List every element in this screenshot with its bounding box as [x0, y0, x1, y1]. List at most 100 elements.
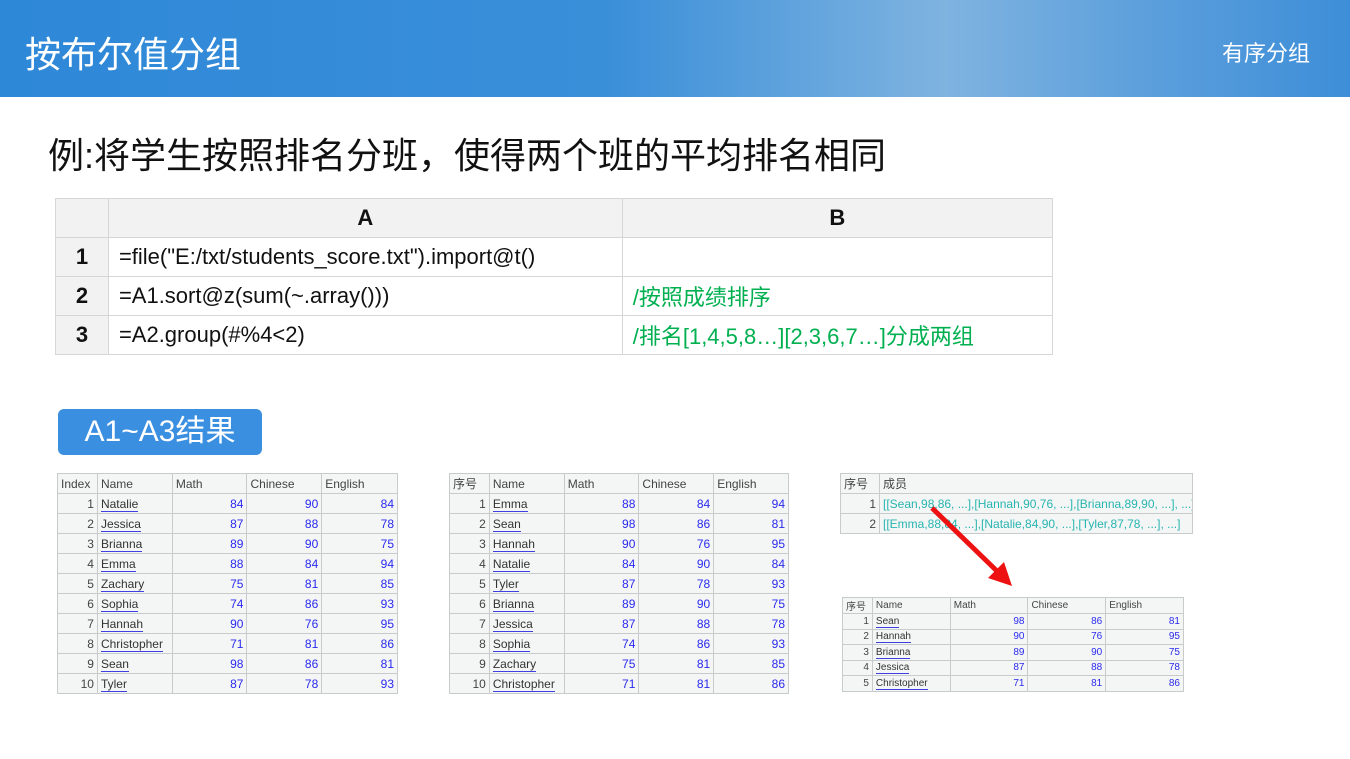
- table-row: 1 Sean 98 86 81: [842, 613, 1184, 630]
- cell: 93: [321, 673, 398, 694]
- name-link[interactable]: Natalie: [100, 496, 139, 512]
- name-link[interactable]: Christopher: [492, 676, 555, 692]
- name-link[interactable]: Tyler: [492, 576, 519, 592]
- table-row: 2 Jessica 87 88 78: [57, 513, 398, 534]
- row-index: 2: [840, 513, 880, 534]
- name-link[interactable]: Tyler: [100, 676, 127, 692]
- name-link[interactable]: Jessica: [100, 516, 141, 532]
- cell: 81: [246, 573, 323, 594]
- cell: 71: [563, 673, 640, 694]
- row-index: 3: [842, 644, 873, 661]
- name-link[interactable]: Emma: [100, 556, 136, 572]
- name-link[interactable]: Jessica: [492, 616, 533, 632]
- cell: Jessica: [96, 513, 173, 534]
- cell: Christopher: [96, 633, 173, 654]
- row-number: 2: [55, 276, 109, 316]
- cell: 90: [1027, 644, 1107, 661]
- cell-a[interactable]: =file("E:/txt/students_score.txt").impor…: [107, 237, 623, 277]
- cell: Hannah: [96, 613, 173, 634]
- cell-b[interactable]: [621, 237, 1054, 277]
- cell-a[interactable]: =A2.group(#%4<2): [107, 315, 623, 355]
- cell: 74: [171, 593, 248, 614]
- name-link[interactable]: Sophia: [492, 636, 531, 652]
- name-link[interactable]: Jessica: [875, 662, 910, 675]
- name-link[interactable]: Emma: [492, 496, 528, 512]
- name-link[interactable]: Christopher: [875, 677, 928, 690]
- name-link[interactable]: Sean: [875, 615, 900, 628]
- column-header: Name: [871, 597, 951, 614]
- name-link[interactable]: Brianna: [492, 596, 535, 612]
- name-link[interactable]: Zachary: [492, 656, 537, 672]
- column-header: English: [713, 473, 789, 494]
- name-link[interactable]: Hannah: [492, 536, 535, 552]
- cell: Emma: [96, 553, 173, 574]
- table-row: 3 Brianna 89 90 75: [842, 644, 1184, 661]
- row-number: 1: [55, 237, 109, 277]
- name-link[interactable]: Natalie: [492, 556, 531, 572]
- column-header: 序号: [840, 473, 880, 494]
- cell: 75: [1105, 644, 1184, 661]
- name-link[interactable]: Hannah: [100, 616, 143, 632]
- cell: Hannah: [488, 533, 565, 554]
- row-index: 4: [842, 659, 873, 676]
- table-row: 1 Natalie 84 90 84: [57, 493, 398, 514]
- cell: 76: [638, 533, 715, 554]
- arrow-icon: [930, 506, 1012, 586]
- section-label: 有序分组: [1221, 41, 1310, 66]
- name-link[interactable]: Hannah: [875, 631, 911, 644]
- code-row: 2 =A1.sort@z(sum(~.array()))/按照成绩排序: [55, 276, 1054, 316]
- row-index: 8: [57, 633, 98, 654]
- cell[interactable]: [[Emma,88,84, ...],[Natalie,84,90, ...],…: [879, 513, 1193, 534]
- cell: 76: [246, 613, 323, 634]
- header-row: 序号 Name Math Chinese English: [449, 473, 789, 494]
- row-index: 1: [449, 493, 490, 514]
- cell: 90: [638, 553, 715, 574]
- name-link[interactable]: Zachary: [100, 576, 145, 592]
- row-index: 5: [57, 573, 98, 594]
- table-row: 9 Sean 98 86 81: [57, 653, 398, 674]
- name-link[interactable]: Sean: [100, 656, 129, 672]
- cell: 93: [321, 593, 398, 614]
- cell: Jessica: [488, 613, 565, 634]
- table-row: 5 Christopher 71 81 86: [842, 675, 1184, 692]
- row-index: 3: [57, 533, 98, 554]
- cell: Brianna: [871, 644, 951, 661]
- corner-cell: [55, 198, 109, 238]
- cell: 86: [638, 633, 715, 654]
- cell: 90: [563, 533, 640, 554]
- column-header: English: [321, 473, 398, 494]
- cell-b[interactable]: /按照成绩排序: [621, 276, 1054, 316]
- cell: 88: [246, 513, 323, 534]
- cell: 85: [321, 573, 398, 594]
- header-banner: 按布尔值分组 有序分组: [0, 0, 1350, 97]
- column-header: Math: [563, 473, 640, 494]
- table-row: 5 Zachary 75 81 85: [57, 573, 398, 594]
- row-index: 5: [842, 675, 873, 692]
- cell: Christopher: [871, 675, 951, 692]
- row-index: 4: [449, 553, 490, 574]
- name-link[interactable]: Brianna: [875, 646, 911, 659]
- code-row: 3 =A2.group(#%4<2)/排名[1,4,5,8…][2,3,6,7…]…: [55, 315, 1054, 355]
- code-row: 1 =file("E:/txt/students_score.txt").impo…: [55, 237, 1054, 277]
- row-index: 6: [449, 593, 490, 614]
- name-link[interactable]: Brianna: [100, 536, 143, 552]
- name-link[interactable]: Christopher: [100, 636, 163, 652]
- cell: 84: [321, 493, 398, 514]
- cell: 88: [638, 613, 715, 634]
- cell: Sean: [871, 613, 951, 630]
- cell: 78: [1105, 659, 1184, 676]
- name-link[interactable]: Sophia: [100, 596, 139, 612]
- cell: 75: [713, 593, 789, 614]
- column-header: Chinese: [638, 473, 715, 494]
- cell: 85: [713, 653, 789, 674]
- cell: 90: [949, 628, 1029, 645]
- cell: 78: [246, 673, 323, 694]
- name-link[interactable]: Sean: [492, 516, 521, 532]
- cell-b[interactable]: /排名[1,4,5,8…][2,3,6,7…]分成两组: [621, 315, 1054, 355]
- cell: 87: [563, 613, 640, 634]
- cell-a[interactable]: =A1.sort@z(sum(~.array())): [107, 276, 623, 316]
- row-number: 3: [55, 315, 109, 355]
- cell: 86: [321, 633, 398, 654]
- cell: 81: [321, 653, 398, 674]
- table-row: 6 Brianna 89 90 75: [449, 593, 789, 614]
